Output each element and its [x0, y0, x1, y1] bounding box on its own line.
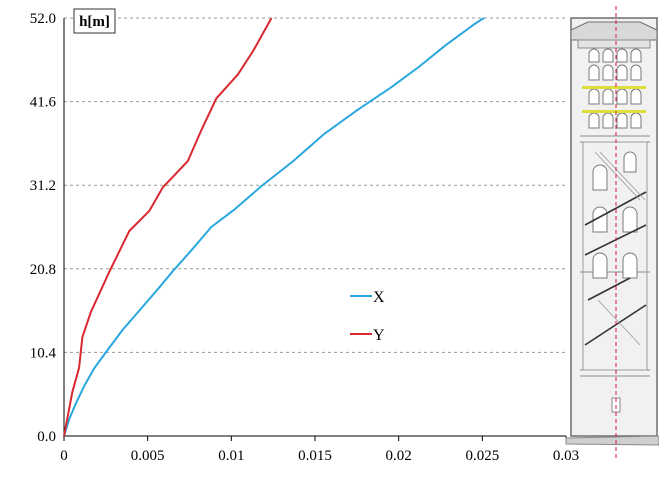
axes-layer: 0.0 10.4 20.8 31.2 41.6 52.0 0 0.005 0.01 0.015 0.… — [30, 11, 579, 464]
legend: XY — [350, 289, 385, 344]
y-tick-label: 10.4 — [30, 345, 57, 361]
tower-body — [570, 17, 658, 437]
x-tick-label: 0 — [60, 448, 68, 464]
x-tick-label: 0.015 — [298, 448, 332, 464]
y-tick-label: 52.0 — [30, 11, 56, 27]
x-tick-label: 0.01 — [218, 448, 244, 464]
ground-base — [565, 435, 659, 446]
y-tick-label: 0.0 — [37, 429, 56, 445]
y-axis-label: h[m] — [79, 14, 110, 30]
building-elevation-illustration — [565, 6, 659, 460]
series-line-y — [63, 17, 273, 437]
shaft-windows — [592, 151, 638, 279]
tower-roof — [570, 21, 658, 41]
legend-label-x: X — [373, 289, 385, 306]
x-tick-label: 0.025 — [465, 448, 499, 464]
roof-parapet — [577, 39, 651, 49]
y-tick-label: 31.2 — [30, 178, 56, 194]
y-axis-title-box — [73, 8, 116, 34]
legend-label-y: Y — [373, 327, 385, 344]
x-tick-label: 0.005 — [131, 448, 165, 464]
x-tick-label: 0.02 — [386, 448, 412, 464]
y-tick-label: 41.6 — [30, 95, 57, 111]
inner-shaft — [582, 141, 648, 371]
series-line-x — [63, 17, 485, 437]
stair-treads — [594, 151, 646, 346]
floor-band-upper — [582, 86, 646, 89]
y-tick-label: 20.8 — [30, 262, 56, 278]
grid-layer — [64, 17, 566, 437]
y-axis-title: h[m] — [73, 8, 116, 34]
floor-band-lower — [582, 110, 646, 113]
series-layer — [63, 17, 485, 437]
upper-arcade — [588, 48, 642, 129]
x-tick-label: 0.03 — [553, 448, 579, 464]
